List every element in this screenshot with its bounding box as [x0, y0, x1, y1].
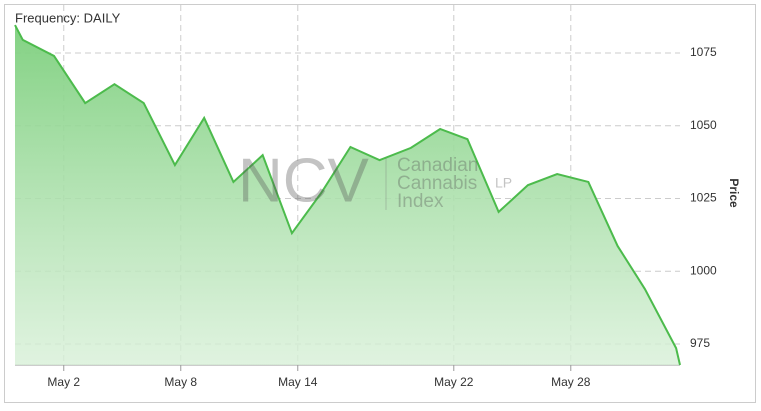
- frequency-label: Frequency: DAILY: [15, 10, 121, 25]
- y-tick-label: 975: [690, 336, 710, 350]
- line: [14, 24, 681, 366]
- y-tick-label: 1000: [690, 263, 717, 277]
- watermark: NCV Canadian Cannabis Index LP: [238, 146, 512, 215]
- x-tick-label: May 2: [47, 375, 80, 389]
- watermark-text: Index: [397, 191, 444, 212]
- frame: [4, 4, 756, 403]
- area: [15, 25, 680, 365]
- plot-area: 975 1000 1025 1050 1075 May 2 May 8 May 14 May 2…: [14, 5, 717, 389]
- y-tick-label: 1025: [690, 191, 717, 205]
- x-tick-label: May 8: [164, 375, 197, 389]
- watermark-text: Canadian: [397, 155, 478, 176]
- x-tick-label: May 28: [551, 375, 591, 389]
- y-tick-label: 1075: [690, 45, 717, 59]
- y-tick-label: 1050: [690, 118, 717, 132]
- watermark-text: Cannabis: [397, 173, 477, 194]
- x-tick-label: May 22: [434, 375, 474, 389]
- watermark-text: LP: [495, 175, 512, 191]
- y-axis-label: Price: [727, 178, 741, 208]
- watermark-logo: NCV: [238, 146, 370, 215]
- x-tick-label: May 14: [278, 375, 318, 389]
